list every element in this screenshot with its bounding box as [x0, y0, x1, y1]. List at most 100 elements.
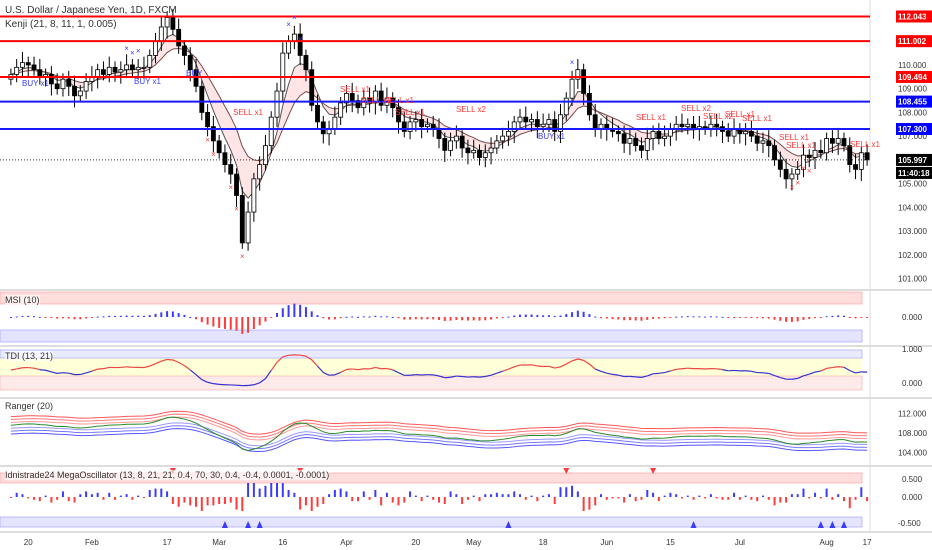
- tdi-line-segment: [514, 364, 521, 368]
- mega-bar: [148, 490, 151, 497]
- msi-y-tick: 0.000: [902, 313, 923, 322]
- msi-bar: [96, 316, 99, 318]
- ranger-band-line: [10, 425, 868, 450]
- mega-bar: [44, 495, 47, 497]
- msi-bar: [270, 317, 273, 318]
- msi-bar: [287, 305, 290, 317]
- sell-signal-label: SELL x1: [636, 113, 666, 122]
- msi-bar: [790, 317, 793, 322]
- signal-marker: ×: [240, 252, 245, 261]
- sell-signal-label: SELL x1: [725, 110, 755, 119]
- tdi-line-segment: [658, 371, 665, 374]
- msi-bar: [125, 315, 128, 317]
- mega-y-tick: -0.500: [898, 519, 921, 528]
- tdi-line-segment: [809, 371, 816, 375]
- candle-body: [858, 152, 864, 170]
- mega-bar: [426, 495, 429, 497]
- candle-body: [147, 55, 153, 68]
- mega-bar: [154, 488, 157, 497]
- msi-bar: [605, 317, 608, 319]
- mega-bar: [15, 492, 18, 497]
- sell-signal-label: SELL x2: [681, 104, 711, 113]
- tdi-line-segment: [375, 366, 382, 370]
- msi-bar: [241, 317, 244, 334]
- msi-bar: [61, 317, 64, 319]
- tdi-line-segment: [103, 366, 110, 370]
- msi-bar: [397, 317, 400, 319]
- mega-bar: [322, 497, 325, 504]
- mega-bar: [443, 497, 446, 504]
- mega-bar: [276, 483, 279, 497]
- msi-bar: [848, 317, 851, 318]
- tdi-line-segment: [80, 372, 87, 376]
- candle-body: [158, 26, 164, 42]
- signal-marker: ×: [124, 44, 129, 53]
- mega-bar: [652, 492, 655, 497]
- y-tick-label: 110.000: [898, 61, 927, 70]
- candle-body: [367, 97, 373, 104]
- msi-bar: [380, 316, 383, 318]
- msi-bar: [137, 315, 140, 317]
- mega-bar: [200, 497, 203, 511]
- msi-bar: [33, 316, 36, 318]
- tdi-line-segment: [826, 366, 833, 369]
- mega-bar: [183, 497, 186, 503]
- candle-body: [500, 135, 506, 142]
- tdi-line-segment: [618, 374, 625, 378]
- mega-bar: [484, 494, 487, 497]
- mega-bar: [50, 497, 53, 503]
- mega-bar: [767, 497, 770, 500]
- msi-bar: [316, 315, 319, 317]
- mega-bar: [530, 495, 533, 497]
- candle-body: [135, 66, 141, 71]
- msi-bar: [767, 317, 770, 319]
- mega-bar: [623, 497, 626, 503]
- candle-body: [164, 17, 170, 28]
- candle-body: [835, 138, 841, 144]
- tdi-line-segment: [270, 361, 278, 371]
- candle-body: [297, 33, 303, 56]
- mega-bar: [594, 497, 597, 506]
- msi-bar: [542, 315, 545, 317]
- msi-bar: [461, 317, 464, 321]
- msi-bar: [524, 314, 527, 317]
- candle-body: [66, 78, 72, 87]
- mega-bar: [663, 495, 666, 497]
- msi-bar: [831, 315, 834, 317]
- msi-bar: [391, 316, 394, 318]
- signal-marker: ×: [130, 49, 135, 58]
- tdi-line-segment: [248, 384, 254, 387]
- msi-bar: [223, 317, 226, 329]
- tdi-line-segment: [641, 375, 648, 378]
- mega-bar: [287, 490, 290, 497]
- mega-bar: [518, 494, 521, 497]
- mega-bar: [223, 497, 226, 504]
- mega-bar: [785, 497, 788, 503]
- msi-bar: [576, 310, 579, 317]
- tdi-line-segment: [647, 373, 654, 377]
- mega-bar: [409, 491, 412, 497]
- msi-bar: [646, 317, 649, 320]
- mega-buy-arrow: [256, 521, 263, 528]
- mega-bar: [646, 490, 649, 497]
- msi-bar: [85, 317, 88, 319]
- tdi-line-segment: [33, 367, 40, 371]
- candle-body: [320, 121, 326, 135]
- mega-bar: [414, 495, 417, 497]
- candle-body: [112, 66, 118, 73]
- candle-body: [187, 55, 193, 71]
- msi-bar: [293, 303, 296, 317]
- msi-bar: [547, 315, 550, 317]
- tdi-line-segment: [814, 370, 821, 373]
- y-tick-label: 105.000: [898, 180, 927, 189]
- ranger-band-line: [10, 416, 868, 441]
- sell-signal-label: SELL x1: [742, 114, 772, 123]
- msi-bar: [854, 317, 857, 319]
- msi-bar: [692, 316, 695, 318]
- mega-bar: [686, 495, 689, 497]
- mega-bar: [542, 495, 545, 497]
- tdi-line-segment: [594, 368, 602, 372]
- candle-body: [488, 147, 494, 154]
- mega-bar: [802, 488, 805, 497]
